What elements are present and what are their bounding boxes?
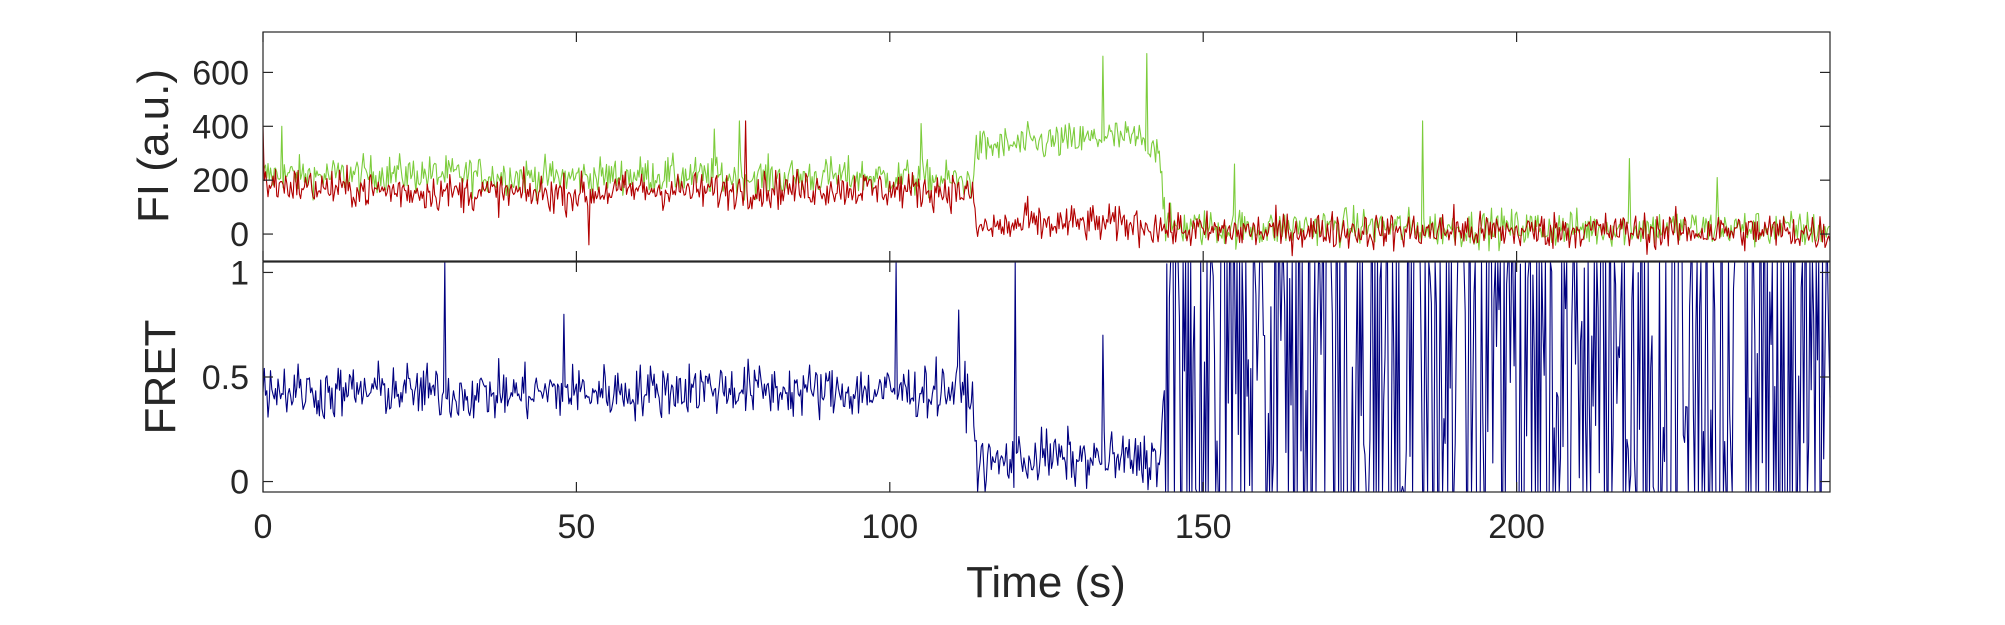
fluorescence-y-ticks: 0 200 400 600: [192, 32, 1830, 261]
fluorescence-y-tick-label: 200: [192, 162, 249, 200]
fluorescence-axes-frame: [262, 31, 1831, 262]
x-tick-label: 200: [1488, 508, 1545, 546]
fret-panel: 00.51 0 50 100 150 200 FRET Time (s): [136, 254, 1831, 607]
time-x-ticks: 0 50 100 150 200: [254, 262, 1545, 546]
fret-y-tick-label: 1: [230, 254, 249, 292]
fret-y-tick-label: 0: [230, 464, 249, 502]
fluorescence-series-1-line: [262, 120, 1831, 257]
fluorescence-y-tick-label: 0: [230, 216, 249, 254]
fluorescence-series-0-line: [262, 53, 1831, 252]
fluorescence-y-axis-label: FI (a.u.): [129, 69, 178, 223]
x-tick-label: 50: [557, 508, 595, 546]
fret-traces: [262, 261, 1831, 493]
x-axis-label: Time (s): [966, 558, 1126, 607]
x-tick-label: 0: [254, 508, 273, 546]
fluorescence-traces: [262, 53, 1831, 257]
fret-y-ticks: 00.51: [202, 254, 1830, 502]
fret-y-axis-label: FRET: [136, 320, 185, 435]
x-tick-label: 100: [861, 508, 918, 546]
fret-y-tick-label: 0.5: [202, 359, 249, 397]
fluorescence-y-tick-label: 600: [192, 54, 249, 92]
x-tick-label: 150: [1175, 508, 1232, 546]
fluorescence-panel: 0 200 400 600 FI (a.u.): [129, 31, 1831, 262]
fret-series-0-line: [262, 261, 1831, 493]
fluorescence-y-tick-label: 400: [192, 108, 249, 146]
